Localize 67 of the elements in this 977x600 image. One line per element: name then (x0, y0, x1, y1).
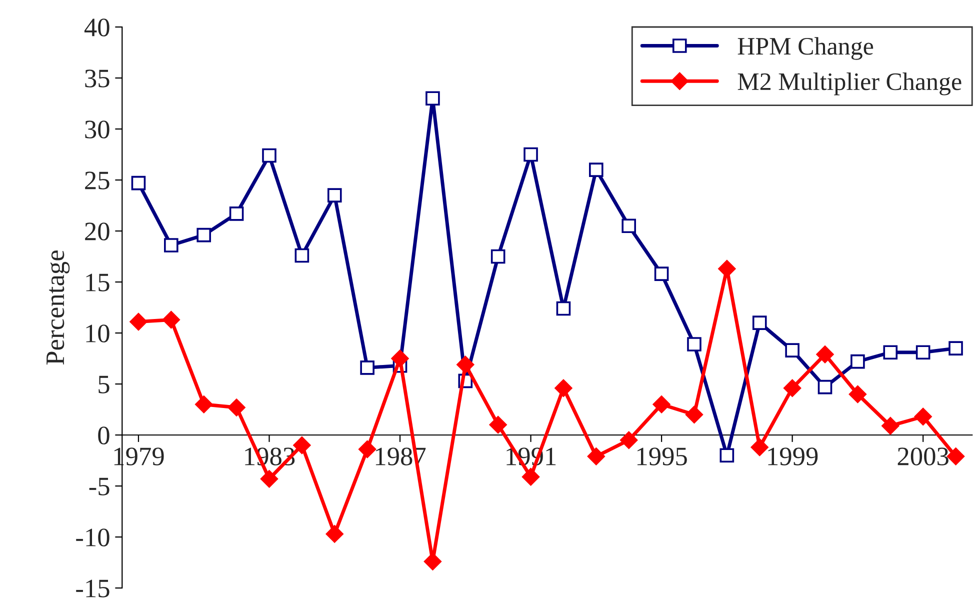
point (326, 525, 344, 543)
point (752, 316, 767, 330)
y-tick-label: 0 (98, 426, 110, 444)
point (228, 398, 246, 416)
point (229, 206, 244, 221)
point (524, 147, 538, 162)
point (490, 249, 506, 264)
y-tick-label: -10 (76, 528, 110, 546)
point (391, 350, 409, 368)
y-tick-label: 5 (98, 376, 110, 394)
point (818, 380, 832, 394)
y-tick-label: 30 (85, 120, 110, 138)
point (131, 176, 146, 190)
point (784, 379, 802, 397)
x-tick-label: 1999 (768, 448, 818, 466)
y-tick-label: 10 (86, 324, 110, 342)
y-tick-label: 25 (85, 172, 110, 190)
point (294, 248, 310, 263)
point (620, 431, 638, 449)
point (426, 91, 440, 106)
point (947, 448, 965, 466)
point (554, 379, 572, 397)
point (622, 218, 636, 234)
point (848, 385, 866, 403)
point (785, 343, 800, 358)
legend-label: HPM Change (738, 37, 874, 60)
y-tick-label: -5 (89, 478, 110, 496)
point (130, 313, 148, 331)
point (456, 356, 474, 374)
y-tick-label: -15 (76, 580, 110, 598)
point (162, 310, 180, 328)
point (293, 436, 311, 454)
point (948, 341, 963, 356)
x-tick-label: 1995 (637, 448, 687, 466)
point (916, 345, 930, 360)
y-tick-label: 40 (84, 18, 110, 36)
point (489, 416, 507, 434)
point (685, 406, 703, 424)
point (164, 238, 178, 252)
point (587, 448, 605, 466)
point (358, 440, 376, 458)
point (687, 337, 702, 352)
point (652, 396, 670, 414)
point (589, 162, 604, 177)
y-tick-label: 35 (85, 70, 110, 88)
point (750, 438, 768, 456)
point (654, 266, 669, 281)
legend-label: M2 Multiplier Change (738, 72, 962, 96)
point (914, 408, 932, 426)
x-tick-label: 2003 (898, 448, 948, 466)
y-tick-label: 20 (85, 222, 110, 240)
point (850, 354, 865, 369)
point (260, 470, 278, 488)
point (718, 260, 736, 278)
point (327, 188, 342, 202)
point (196, 228, 212, 242)
point (883, 345, 898, 360)
y-tick-label: 15 (86, 274, 110, 292)
point (195, 396, 213, 414)
point (816, 346, 834, 364)
y-axis-title: Percentage (46, 250, 70, 365)
point (360, 360, 374, 375)
point (262, 148, 276, 163)
point (556, 301, 571, 316)
point (882, 417, 900, 435)
point (720, 448, 734, 463)
point (522, 468, 540, 486)
